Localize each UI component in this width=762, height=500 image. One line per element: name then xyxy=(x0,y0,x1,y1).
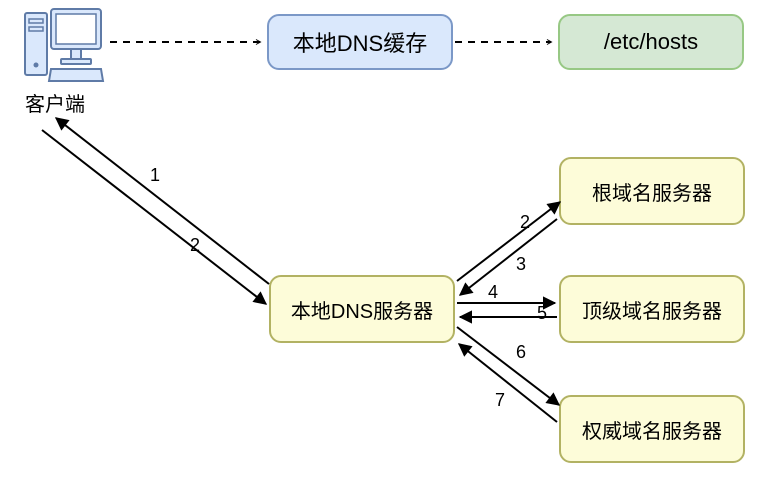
client-computer xyxy=(23,5,105,85)
auth-label: 权威域名服务器 xyxy=(582,415,722,444)
client-label: 客户端 xyxy=(25,88,85,117)
computer-icon xyxy=(23,5,105,85)
edge-label-2b: 2 xyxy=(520,212,530,233)
edge-7-auth-to-local xyxy=(459,344,557,422)
edge-3-root-to-local xyxy=(460,219,557,295)
root-server-box: 根域名服务器 xyxy=(559,157,745,225)
hosts-label: /etc/hosts xyxy=(604,29,698,55)
edge-2-client-to-local xyxy=(42,130,266,304)
local-dns-cache-box: 本地DNS缓存 xyxy=(267,14,453,70)
edge-6-local-to-auth xyxy=(457,327,559,405)
tld-server-box: 顶级域名服务器 xyxy=(559,275,745,343)
root-label: 根域名服务器 xyxy=(592,177,712,206)
etc-hosts-box: /etc/hosts xyxy=(558,14,744,70)
edge-label-6: 6 xyxy=(516,342,526,363)
edge-label-7: 7 xyxy=(495,390,505,411)
edge-label-2a: 2 xyxy=(190,235,200,256)
edge-label-4: 4 xyxy=(488,282,498,303)
edge-2-local-to-root xyxy=(457,202,560,281)
edge-label-3: 3 xyxy=(516,254,526,275)
tld-label: 顶级域名服务器 xyxy=(582,295,722,324)
cache-label: 本地DNS缓存 xyxy=(293,26,427,58)
auth-server-box: 权威域名服务器 xyxy=(559,395,745,463)
edge-label-1: 1 xyxy=(150,165,160,186)
localdns-label: 本地DNS服务器 xyxy=(291,295,433,324)
edge-label-5: 5 xyxy=(537,303,547,324)
edge-1-local-to-client xyxy=(56,118,269,284)
local-dns-server-box: 本地DNS服务器 xyxy=(269,275,455,343)
